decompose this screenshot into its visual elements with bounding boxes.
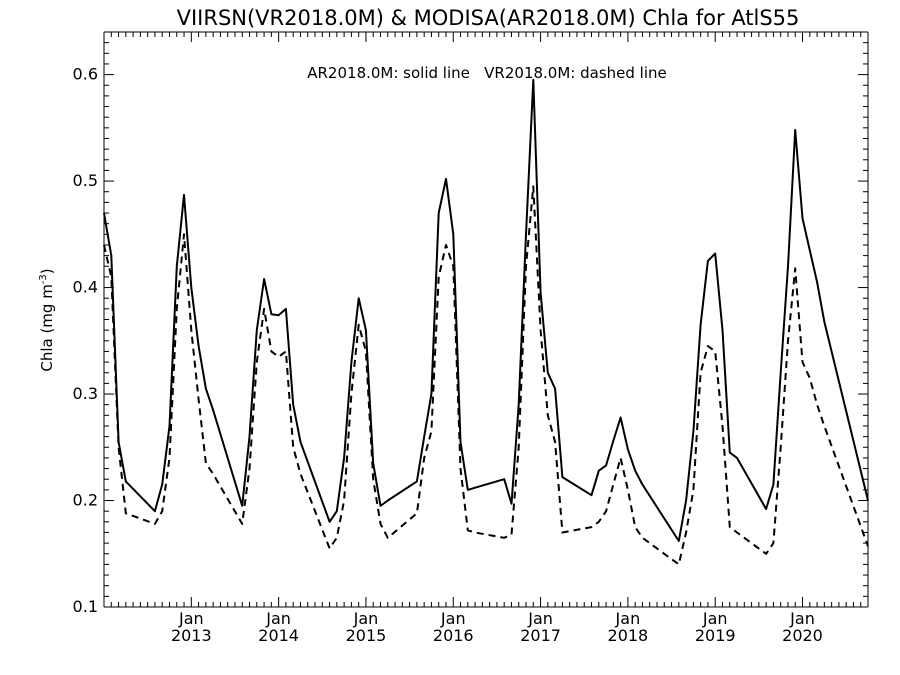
y-axis-label-close: ) [38, 268, 56, 274]
x-tick-month-label: Jan [265, 609, 291, 628]
y-tick-label: 0.1 [73, 597, 98, 616]
x-tick-month-label: Jan [789, 609, 815, 628]
series-line-dashed-vr2018 [103, 185, 869, 566]
chart-title: VIIRSN(VR2018.0M) & MODISA(AR2018.0M) Ch… [177, 6, 800, 30]
y-tick-label: 0.3 [73, 384, 98, 403]
x-tick-year-label: 2017 [520, 626, 561, 645]
y-tick-label: 0.6 [73, 65, 98, 84]
x-tick-year-label: 2016 [433, 626, 474, 645]
y-tick-label: 0.2 [73, 491, 98, 510]
y-axis: 0.1 0.2 0.3 0.4 0.5 0.6 [73, 31, 868, 616]
x-tick-year-label: 2014 [258, 626, 299, 645]
x-tick-month-label: Jan [615, 609, 641, 628]
y-tick-label: 0.4 [73, 278, 98, 297]
x-tick-month-label: Jan [353, 609, 379, 628]
y-tick-label: 0.5 [73, 171, 98, 190]
x-tick-month-label: Jan [527, 609, 553, 628]
x-tick-year-label: 2018 [608, 626, 649, 645]
x-tick-year-label: 2015 [346, 626, 387, 645]
x-tick-year-label: 2020 [782, 626, 823, 645]
x-tick-month-label: Jan [702, 609, 728, 628]
x-tick-month-label: Jan [440, 609, 466, 628]
x-tick-year-label: 2019 [695, 626, 736, 645]
y-axis-label-superscript: -3 [38, 274, 49, 284]
x-tick-month-label: Jan [178, 609, 204, 628]
plot-frame [103, 31, 869, 608]
x-tick-year-label: 2013 [171, 626, 212, 645]
svg-text:Chla (mg m-3): Chla (mg m-3) [38, 268, 56, 371]
legend-text: AR2018.0M: solid line VR2018.0M: dashed … [307, 64, 666, 82]
x-axis: Jan2013Jan2014Jan2015Jan2016Jan2017Jan20… [103, 32, 869, 645]
y-axis-label-main: Chla (mg m [38, 284, 56, 371]
series-group [103, 78, 869, 566]
series-line-solid-ar2018 [103, 78, 869, 542]
y-axis-label: Chla (mg m-3) [38, 268, 56, 371]
